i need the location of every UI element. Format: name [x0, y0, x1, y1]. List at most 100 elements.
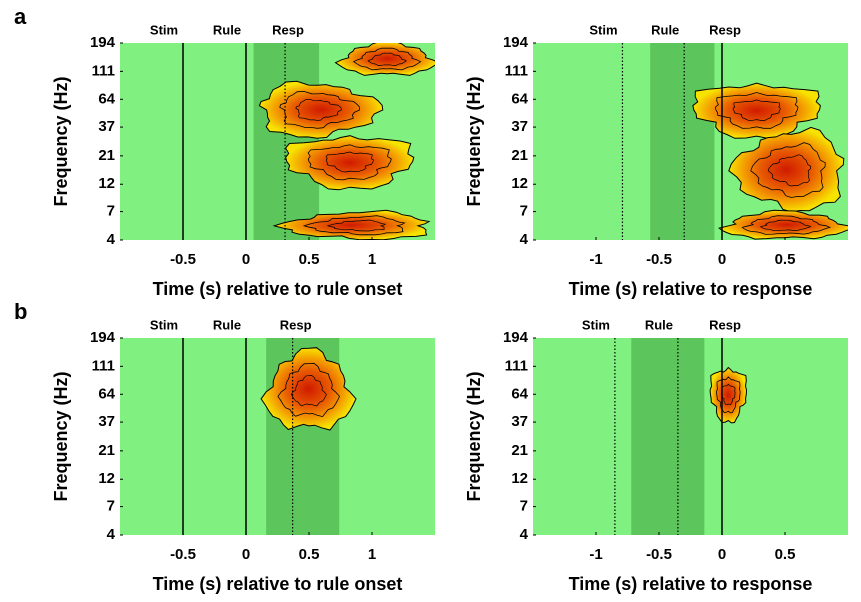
- cluster: [334, 43, 435, 76]
- y-tick-label: 111: [92, 62, 115, 79]
- x-tick-label: 0.5: [775, 251, 796, 268]
- event-label: Rule: [651, 22, 679, 37]
- x-tick-label: -0.5: [170, 546, 196, 563]
- y-tick-label: 12: [511, 470, 528, 487]
- cluster-contour: [741, 215, 831, 235]
- event-label: Resp: [280, 317, 312, 332]
- cluster-contour: [767, 154, 812, 187]
- x-tick-label: -1: [589, 251, 602, 268]
- cluster: [718, 209, 848, 240]
- panel-label: b: [14, 299, 27, 324]
- x-tick-label: -0.5: [646, 251, 672, 268]
- cluster-contour: [367, 52, 407, 66]
- y-tick-label: 37: [98, 413, 115, 430]
- clusters: [692, 82, 848, 240]
- x-tick-label: 0.5: [299, 251, 320, 268]
- y-tick-label: 4: [520, 526, 529, 543]
- panel: Stim Rule Resp -0.5 0 0.5 1 4 7 12 21 37 64 111 194 Tim…: [51, 22, 435, 299]
- cluster: [728, 126, 845, 213]
- y-tick-label: 7: [107, 498, 115, 515]
- y-axis-label: Frequency (Hz): [51, 76, 71, 206]
- cluster-contour: [750, 142, 826, 198]
- y-tick-label: 4: [107, 526, 116, 543]
- x-tick-label: 0.5: [775, 546, 796, 563]
- cluster-contour: [325, 151, 375, 173]
- event-label: Stim: [150, 317, 178, 332]
- clusters: [258, 43, 435, 240]
- y-tick-label: 4: [520, 231, 529, 248]
- y-tick-label: 7: [107, 203, 115, 220]
- y-tick-label: 21: [511, 147, 528, 164]
- y-tick-label: 64: [98, 385, 115, 402]
- cluster-contour: [732, 99, 781, 121]
- x-axis-label: Time (s) relative to response: [569, 279, 813, 299]
- x-tick-label: 0: [242, 251, 250, 268]
- y-tick-label: 194: [90, 34, 116, 51]
- cluster: [260, 347, 357, 431]
- event-label: Resp: [709, 22, 741, 37]
- y-tick-label: 64: [511, 90, 528, 107]
- x-tick-label: 1: [368, 546, 376, 563]
- y-tick-label: 21: [511, 442, 528, 459]
- y-tick-label: 194: [90, 329, 116, 346]
- x-axis-label: Time (s) relative to response: [569, 574, 813, 594]
- y-tick-label: 111: [92, 357, 115, 374]
- cluster-contour: [352, 47, 422, 71]
- cluster-contour: [716, 376, 741, 414]
- clusters: [260, 347, 357, 431]
- y-tick-label: 7: [520, 498, 528, 515]
- x-tick-label: 0: [718, 546, 726, 563]
- event-label: Rule: [213, 22, 241, 37]
- y-tick-label: 194: [503, 34, 529, 51]
- y-tick-label: 12: [511, 175, 528, 192]
- x-tick-label: -1: [589, 546, 602, 563]
- event-label: Stim: [582, 317, 610, 332]
- y-tick-label: 4: [107, 231, 116, 248]
- y-tick-label: 37: [98, 118, 115, 135]
- y-tick-label: 194: [503, 329, 529, 346]
- y-tick-label: 37: [511, 413, 528, 430]
- cluster-contour: [714, 92, 799, 129]
- shaded-interval: [631, 338, 705, 535]
- y-tick-label: 12: [98, 175, 115, 192]
- x-tick-label: 1: [368, 251, 376, 268]
- panel: Stim Rule Resp -1 -0.5 0 0.5 4 7 12 21 37 64 111 194 Ti…: [464, 317, 848, 594]
- panel: Stim Rule Resp -1 -0.5 0 0.5 4 7 12 21 37 64 111 194 Ti…: [464, 22, 848, 299]
- y-axis-label: Frequency (Hz): [51, 371, 71, 501]
- y-tick-label: 7: [520, 203, 528, 220]
- cluster-contour: [277, 362, 340, 418]
- y-tick-label: 111: [505, 357, 528, 374]
- x-tick-label: 0: [718, 251, 726, 268]
- cluster-contour: [307, 144, 392, 181]
- x-tick-label: 0: [242, 546, 250, 563]
- cluster-contour: [279, 90, 361, 129]
- event-label: Stim: [150, 22, 178, 37]
- event-label: Rule: [213, 317, 241, 332]
- clusters: [709, 366, 748, 424]
- event-label: Stim: [589, 22, 617, 37]
- y-axis-label: Frequency (Hz): [464, 76, 484, 206]
- y-axis-label: Frequency (Hz): [464, 371, 484, 501]
- y-tick-label: 12: [98, 470, 115, 487]
- cluster-contour: [295, 98, 342, 121]
- y-tick-label: 64: [511, 385, 528, 402]
- event-label: Resp: [709, 317, 741, 332]
- x-tick-label: -0.5: [646, 546, 672, 563]
- x-axis-label: Time (s) relative to rule onset: [153, 574, 403, 594]
- cluster-contour: [302, 215, 406, 236]
- y-tick-label: 64: [98, 90, 115, 107]
- y-tick-label: 37: [511, 118, 528, 135]
- cluster-contour: [326, 219, 387, 232]
- panel-label: a: [14, 4, 27, 29]
- x-axis-label: Time (s) relative to rule onset: [153, 279, 403, 299]
- x-tick-label: 0.5: [299, 546, 320, 563]
- event-label: Resp: [272, 22, 304, 37]
- y-tick-label: 21: [98, 147, 115, 164]
- shaded-interval: [650, 43, 715, 240]
- y-tick-label: 111: [505, 62, 528, 79]
- panel: Stim Rule Resp -0.5 0 0.5 1 4 7 12 21 37 64 111 194 Tim…: [51, 317, 435, 594]
- shaded-interval: [253, 43, 320, 240]
- event-label: Rule: [645, 317, 673, 332]
- y-tick-label: 21: [98, 442, 115, 459]
